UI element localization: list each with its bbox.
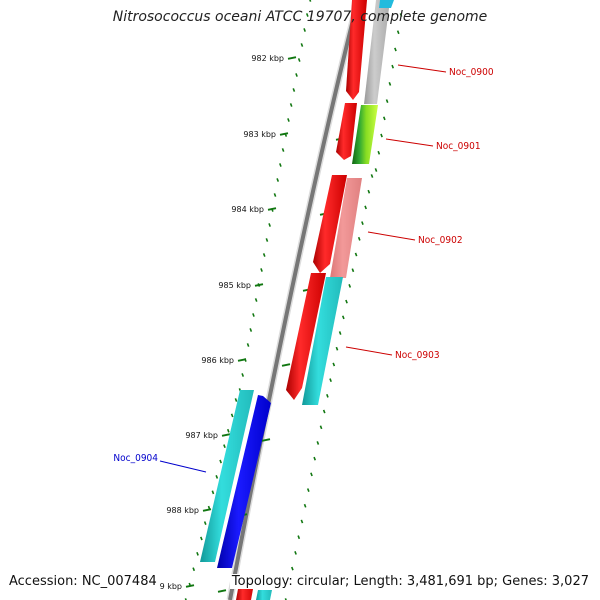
- gene-label-text[interactable]: Noc_0901: [436, 141, 481, 152]
- ruler-tick-label: 982 kbp: [251, 54, 284, 63]
- gene-noc-0902-forward: [313, 175, 347, 273]
- genome-backbone: [226, 0, 362, 600]
- ruler-tick-label: 984 kbp: [231, 205, 264, 214]
- gene-noc-0901-track: [352, 105, 378, 164]
- ruler-tick-5: 987 kbp: [185, 431, 271, 442]
- ruler-tick-label: 988 kbp: [166, 506, 199, 515]
- ruler-tick-label: 987 kbp: [185, 431, 218, 440]
- gene-noc-0900-track: [364, 0, 390, 104]
- ruler-tick-3: 985 kbp: [218, 281, 312, 292]
- feature-noc-0903[interactable]: [286, 273, 343, 405]
- feature-noc-0900[interactable]: [346, 0, 394, 104]
- gene-noc-0901-forward: [336, 103, 357, 160]
- ruler-tick-mirror: [261, 438, 271, 442]
- ruler-tick-4: 986 kbp: [201, 356, 291, 367]
- gene-label-text[interactable]: Noc_0904: [113, 453, 158, 464]
- ruler-tick-label: 989 kbp: [149, 582, 182, 591]
- map-title: Nitrosococcus oceani ATCC 19707, complet…: [112, 9, 488, 25]
- ruler-guide-left-lower: [184, 398, 238, 600]
- gene-noc-0900-forward: [346, 0, 367, 100]
- genome-summary-text: Topology: circular; Length: 3,481,691 bp…: [229, 574, 591, 589]
- ruler-tick-label: 983 kbp: [243, 130, 276, 139]
- accession-text: Accession: NC_007484: [7, 574, 159, 589]
- gene-top-cyan-fragment: [379, 0, 394, 8]
- feature-noc-0904[interactable]: [200, 390, 271, 568]
- gene-label-leader-line: [345, 346, 393, 356]
- ruler-tick-label: 986 kbp: [201, 356, 234, 365]
- gene-label-text[interactable]: Noc_0902: [418, 235, 463, 246]
- gene-label-noc-0904[interactable]: Noc_0904: [113, 453, 207, 473]
- gene-label-leader-line: [159, 460, 207, 473]
- gene-noc-0903-track: [302, 277, 343, 405]
- gene-label-noc-0901[interactable]: Noc_0901: [385, 138, 481, 152]
- ruler-tick-mirror: [281, 363, 291, 367]
- feature-noc-0901[interactable]: [336, 103, 378, 164]
- ruler-tick-mirror: [217, 589, 227, 593]
- gene-bottom-cyan-fragment: [256, 590, 272, 600]
- gene-label-leader-line: [367, 231, 416, 241]
- ruler-tick-2: 984 kbp: [231, 205, 329, 216]
- gene-noc-0904-track: [200, 390, 254, 562]
- gene-label-leader-line: [397, 64, 447, 73]
- ruler-guide-right-lower: [284, 174, 374, 600]
- gene-label-text[interactable]: Noc_0900: [449, 67, 494, 78]
- gene-label-text[interactable]: Noc_0903: [395, 350, 440, 361]
- gene-labels: Noc_0900 Noc_0901 Noc_0902 Noc_0903 Noc_0904: [113, 64, 494, 473]
- gene-noc-0904-reverse: [217, 395, 271, 568]
- ruler-tick-label: 985 kbp: [218, 281, 251, 290]
- ruler-guide-right-upper: [374, 13, 403, 172]
- ruler-guides: [184, 0, 403, 600]
- ruler-tick-7: 989 kbp: [149, 582, 227, 593]
- gene-noc-0903-forward: [286, 273, 326, 400]
- gene-label-leader-line: [385, 138, 434, 147]
- gene-label-noc-0902[interactable]: Noc_0902: [367, 231, 463, 246]
- gene-label-noc-0900[interactable]: Noc_0900: [397, 64, 494, 78]
- gene-label-noc-0903[interactable]: Noc_0903: [345, 346, 440, 361]
- gene-noc-0902-track: [330, 178, 362, 278]
- feature-noc-0902[interactable]: [313, 175, 362, 278]
